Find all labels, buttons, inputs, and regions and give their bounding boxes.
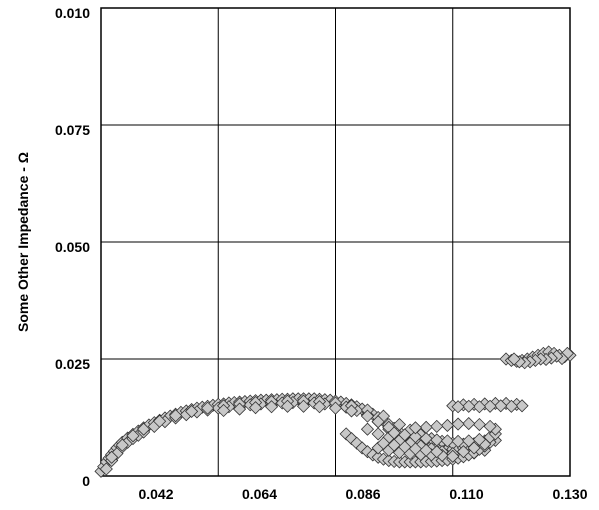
data-point <box>430 433 444 447</box>
data-point <box>312 400 327 414</box>
data-point <box>398 428 412 442</box>
data-point <box>507 352 521 366</box>
x-tick-label: 0.086 <box>345 486 380 502</box>
data-point <box>398 440 412 454</box>
data-points <box>94 345 577 478</box>
data-point <box>440 434 454 448</box>
data-point <box>376 436 391 450</box>
data-point <box>280 399 295 413</box>
data-point <box>328 401 343 415</box>
data-point <box>360 422 375 436</box>
data-point <box>419 420 433 434</box>
data-point <box>456 445 470 459</box>
data-point <box>408 442 423 456</box>
data-point <box>201 401 215 415</box>
data-point <box>264 400 279 414</box>
y-tick-label: 0.075 <box>55 122 90 138</box>
data-point <box>392 417 407 432</box>
data-point <box>451 417 465 431</box>
x-tick-label: 0.042 <box>138 486 173 502</box>
data-point <box>137 422 151 436</box>
data-point <box>451 400 465 414</box>
data-point <box>387 438 401 452</box>
y-tick-labels: 0 0.025 0.050 0.075 0.010 <box>55 5 90 489</box>
data-point <box>462 417 476 431</box>
data-point <box>248 401 263 415</box>
x-tick-label: 0.110 <box>449 486 483 502</box>
data-point <box>430 419 444 433</box>
data-point <box>419 443 433 457</box>
data-point <box>360 409 375 423</box>
data-point <box>504 399 518 413</box>
data-point <box>408 421 423 435</box>
x-tick-labels: 0.042 0.064 0.086 0.110 0.130 <box>138 486 587 502</box>
data-point <box>419 431 433 446</box>
data-point <box>153 414 167 428</box>
data-point <box>371 427 385 441</box>
data-point <box>344 404 359 418</box>
x-tick-label: 0.130 <box>552 486 587 502</box>
data-point <box>515 399 529 413</box>
data-point <box>494 399 508 413</box>
y-tick-label: 0.010 <box>55 5 90 21</box>
data-point <box>233 402 247 416</box>
data-point <box>185 404 199 418</box>
data-point <box>387 426 401 440</box>
data-point <box>446 449 460 463</box>
data-point <box>169 409 183 423</box>
data-point <box>483 419 497 433</box>
y-tick-label: 0.025 <box>55 356 90 372</box>
data-point <box>483 399 497 413</box>
data-point <box>472 417 486 432</box>
data-point <box>408 430 423 444</box>
data-point <box>462 434 476 448</box>
x-tick-label: 0.064 <box>242 486 277 502</box>
data-point <box>115 438 129 452</box>
y-tick-label: 0.050 <box>55 239 90 255</box>
plot-frame <box>100 7 571 477</box>
data-point <box>451 434 465 448</box>
y-tick-label: 0 <box>82 473 90 489</box>
data-point <box>99 462 113 476</box>
y-axis-label: Some Other Impedance - Ω <box>15 152 31 332</box>
data-point <box>217 403 231 418</box>
data-point <box>472 400 486 414</box>
data-point <box>440 418 454 433</box>
data-point <box>430 445 444 459</box>
data-point <box>472 432 486 447</box>
data-point <box>105 450 119 464</box>
data-point <box>462 399 476 413</box>
data-point <box>296 399 311 413</box>
data-point <box>126 429 140 443</box>
